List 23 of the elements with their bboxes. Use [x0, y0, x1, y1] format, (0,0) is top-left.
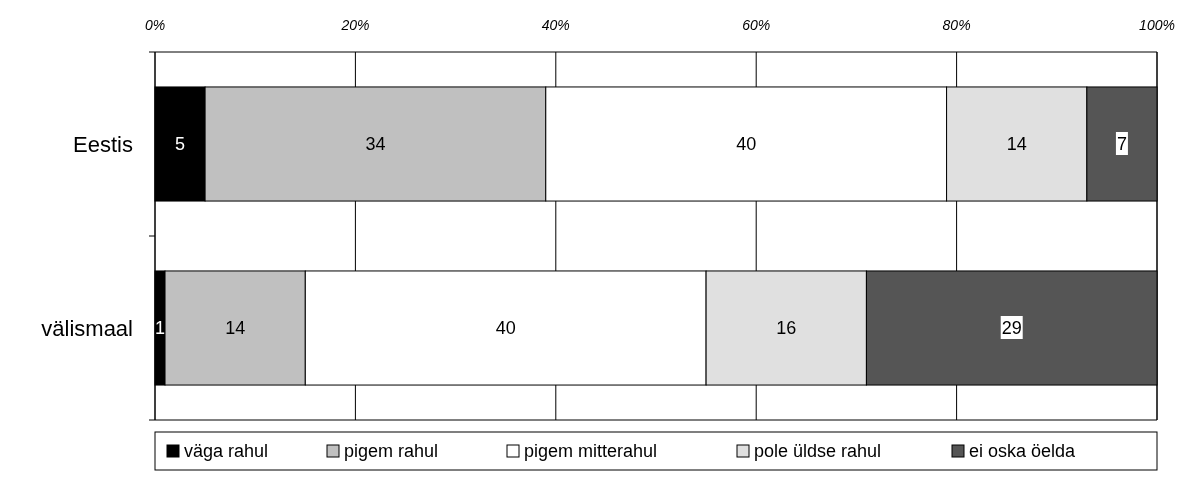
y-tick-label: välismaal [41, 315, 133, 341]
data-label: 14 [1006, 134, 1027, 155]
x-tick-label: 0% [144, 17, 166, 33]
x-tick-label: 60% [742, 17, 771, 33]
y-tick-label: Eestis [73, 131, 133, 157]
legend-label: pole üldse rahul [754, 441, 882, 462]
legend-label: pigem rahul [344, 441, 439, 462]
data-label: 34 [365, 134, 386, 155]
data-label: 29 [1001, 318, 1022, 339]
legend-label: pigem mitterahul [524, 441, 658, 462]
data-label: 1 [155, 318, 166, 339]
legend-label: väga rahul [184, 441, 269, 462]
data-label: 40 [495, 318, 516, 339]
x-tick-label: 40% [541, 17, 570, 33]
legend-label: ei oska öelda [969, 441, 1077, 462]
data-label: 16 [776, 318, 797, 339]
data-label: 14 [225, 318, 246, 339]
data-label: 5 [175, 134, 186, 155]
data-label: 7 [1116, 134, 1127, 155]
x-tick-label: 100% [1139, 17, 1175, 33]
x-tick-label: 80% [942, 17, 971, 33]
x-tick-label: 20% [340, 17, 370, 33]
data-label: 40 [736, 134, 757, 155]
